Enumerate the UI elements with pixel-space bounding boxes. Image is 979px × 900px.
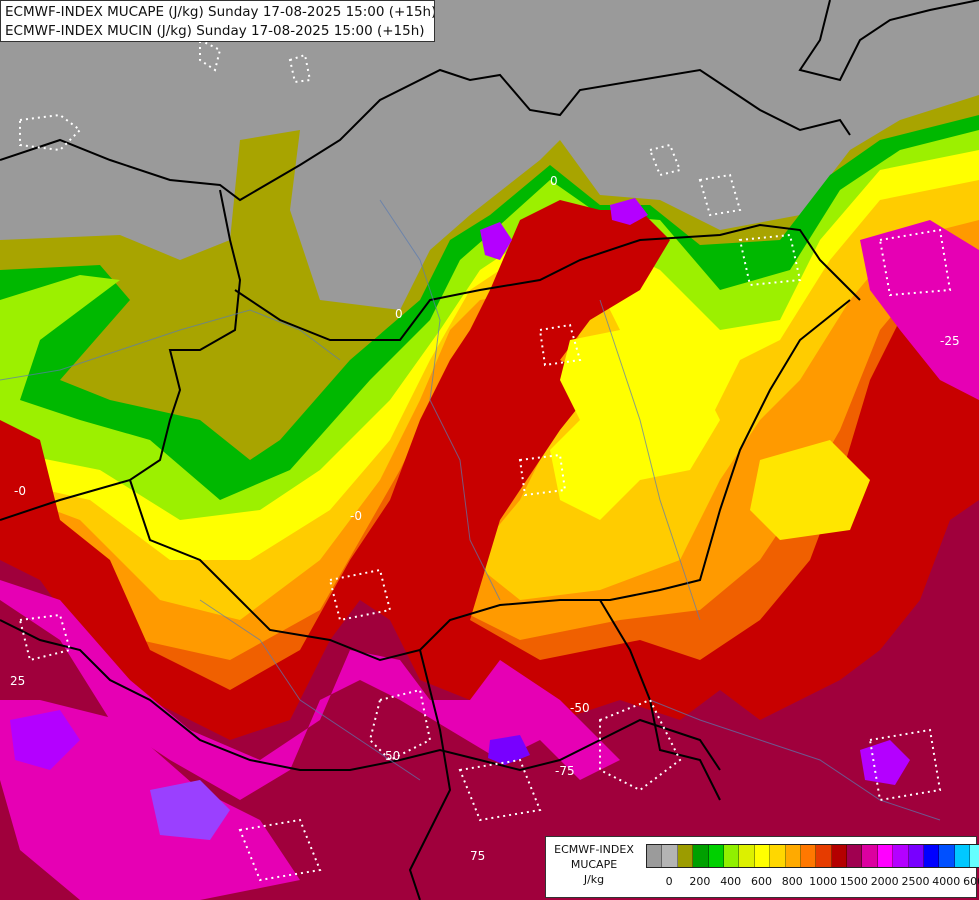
legend-tick-label: 400 <box>720 875 742 888</box>
contour-label: 0 <box>550 174 558 188</box>
legend-tick-label: 6000 <box>963 875 979 888</box>
cape-zone-violet-1 <box>480 222 512 260</box>
legend-swatches <box>646 844 979 868</box>
legend-tick-label: 800 <box>781 875 803 888</box>
legend-title-line-2: MUCAPE <box>570 858 618 871</box>
legend-swatch <box>708 845 724 867</box>
legend-tick-label: 200 <box>689 875 711 888</box>
title-line-mucape: ECMWF-INDEX MUCAPE (J/kg) Sunday 17-08-2… <box>5 4 435 20</box>
contour-label: -0 <box>14 484 26 498</box>
cape-zone-violet-6 <box>488 735 530 765</box>
legend-tick-label: 4000 <box>932 875 961 888</box>
contour-label: -0 <box>350 509 362 523</box>
legend-swatch <box>908 845 925 867</box>
legend-swatch <box>939 845 955 867</box>
cape-zone-yellow-east <box>750 440 870 540</box>
rivers <box>0 199 941 821</box>
cape-zone-yellow-central <box>550 330 720 520</box>
contour-label: -75 <box>555 764 575 778</box>
legend-swatch <box>647 845 663 867</box>
legend-swatch <box>847 845 863 867</box>
cape-zone-magenta-east <box>860 220 979 400</box>
title-line-mucin: ECMWF-INDEX MUCIN (J/kg) Sunday 17-08-20… <box>5 23 425 39</box>
legend-tick-label: 2000 <box>870 875 899 888</box>
legend-swatch <box>954 845 971 867</box>
legend-swatch <box>785 845 801 867</box>
legend-title: ECMWF-INDEX MUCAPE J/kg <box>546 842 642 887</box>
legend-tick-label: 2500 <box>901 875 930 888</box>
contour-label: -50 <box>570 701 590 715</box>
legend-swatch <box>677 845 694 867</box>
legend-swatch <box>662 845 678 867</box>
cape-zone-violet-5 <box>10 710 80 770</box>
legend-swatch <box>723 845 740 867</box>
legend-swatch <box>877 845 894 867</box>
legend-swatch <box>970 845 979 867</box>
legend-tick-label: 0 <box>665 875 673 888</box>
legend-swatch <box>816 845 832 867</box>
contour-label: -25 <box>940 334 960 348</box>
legend-tick-label: 1000 <box>809 875 838 888</box>
legend-tick-label: 1500 <box>839 875 868 888</box>
contour-label: 75 <box>470 849 485 863</box>
cape-zone-magenta <box>0 580 620 800</box>
color-legend: ECMWF-INDEX MUCAPE J/kg 0 200 400 600 800 100… <box>545 836 979 898</box>
legend-swatch <box>800 845 817 867</box>
cape-zone-violet-3 <box>860 740 910 785</box>
legend-swatch <box>770 845 786 867</box>
legend-swatch <box>893 845 909 867</box>
legend-swatch <box>739 845 755 867</box>
mucin-contour-labels: 0 -0 -25 25 -50 50 -75 75 -0 0 <box>10 174 960 863</box>
contour-label: 25 <box>10 674 25 688</box>
legend-tick-labels: 0 200 400 600 800 100015002000250040006000 <box>646 875 979 891</box>
legend-swatch <box>693 845 709 867</box>
map-title-box: ECMWF-INDEX MUCAPE (J/kg) Sunday 17-08-2… <box>0 0 435 42</box>
legend-swatch <box>862 845 878 867</box>
contour-label: 50 <box>385 749 400 763</box>
legend-swatch <box>754 845 771 867</box>
legend-swatch <box>831 845 848 867</box>
cape-zone-violet-2 <box>610 198 648 225</box>
mucin-contours <box>18 38 952 882</box>
cape-zone-magenta-south <box>0 700 300 900</box>
legend-swatch <box>924 845 940 867</box>
cape-zone-violet-4 <box>150 780 230 840</box>
legend-tick-label: 600 <box>751 875 772 888</box>
legend-title-line-3: J/kg <box>583 873 605 886</box>
legend-title-line-1: ECMWF-INDEX <box>554 843 634 856</box>
contour-label: 0 <box>395 307 403 321</box>
